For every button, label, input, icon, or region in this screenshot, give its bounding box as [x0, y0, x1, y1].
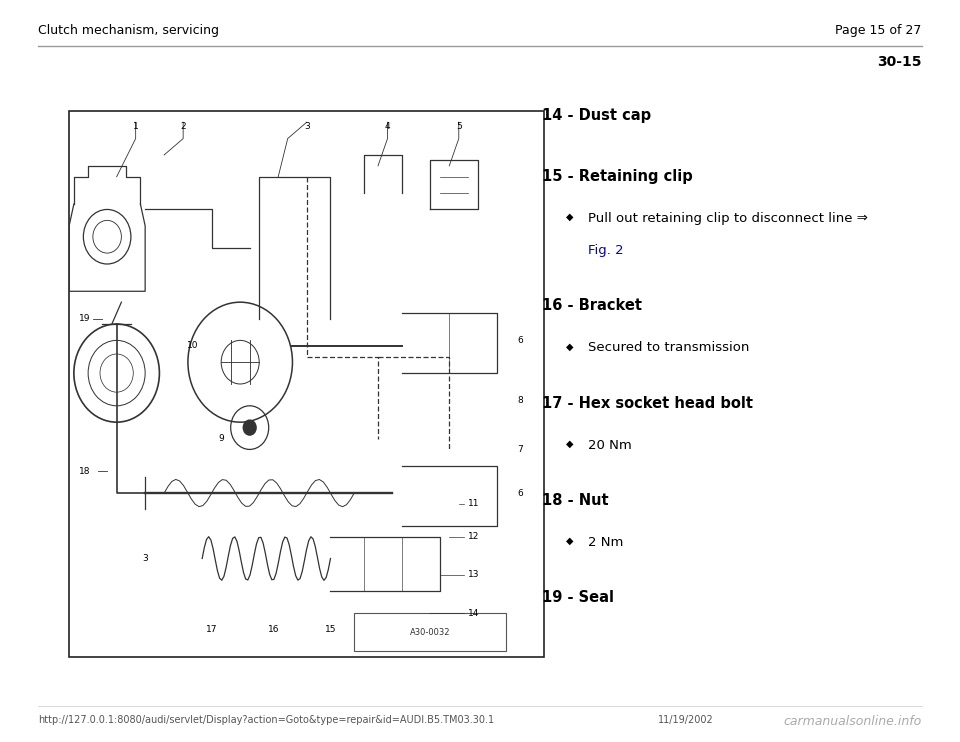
Text: 19 - Seal: 19 - Seal — [542, 590, 614, 605]
Text: 2 Nm: 2 Nm — [588, 536, 623, 549]
Text: 19: 19 — [79, 314, 90, 323]
Text: 14 - Dust cap: 14 - Dust cap — [542, 108, 652, 122]
Text: 3: 3 — [142, 554, 148, 563]
Text: Clutch mechanism, servicing: Clutch mechanism, servicing — [38, 24, 220, 37]
Text: Fig. 2: Fig. 2 — [588, 244, 623, 257]
Text: 18: 18 — [79, 467, 90, 476]
Text: http://127.0.0.1:8080/audi/servlet/Display?action=Goto&type=repair&id=AUDI.B5.TM: http://127.0.0.1:8080/audi/servlet/Displ… — [38, 715, 494, 725]
Text: ◆: ◆ — [566, 341, 574, 352]
Text: 6: 6 — [517, 488, 523, 498]
Text: ◆: ◆ — [566, 212, 574, 222]
Text: 7: 7 — [517, 445, 523, 454]
Text: carmanualsonline.info: carmanualsonline.info — [783, 715, 922, 729]
Text: ◆: ◆ — [566, 439, 574, 449]
Text: 3: 3 — [304, 122, 309, 131]
Text: 16 - Bracket: 16 - Bracket — [542, 298, 642, 313]
Text: 5: 5 — [456, 122, 462, 131]
Bar — [354, 613, 506, 651]
Text: 2: 2 — [180, 122, 186, 131]
Text: 15 - Retaining clip: 15 - Retaining clip — [542, 169, 693, 184]
Text: 4: 4 — [385, 122, 391, 131]
Text: A30-0032: A30-0032 — [410, 628, 450, 637]
Text: 14: 14 — [468, 608, 480, 617]
Text: 8: 8 — [517, 395, 523, 405]
Text: 15: 15 — [324, 625, 336, 634]
Text: 13: 13 — [468, 571, 480, 580]
Text: 9: 9 — [218, 434, 224, 443]
Text: 17 - Hex socket head bolt: 17 - Hex socket head bolt — [542, 395, 754, 410]
Text: 17: 17 — [206, 625, 217, 634]
Text: 1: 1 — [132, 122, 138, 131]
Text: Secured to transmission: Secured to transmission — [588, 341, 749, 355]
Text: 12: 12 — [468, 532, 480, 541]
Text: 20 Nm: 20 Nm — [588, 439, 632, 452]
Text: 18 - Nut: 18 - Nut — [542, 493, 609, 508]
Circle shape — [243, 419, 257, 436]
Text: Pull out retaining clip to disconnect line ⇒: Pull out retaining clip to disconnect li… — [588, 212, 868, 226]
Text: 11: 11 — [468, 499, 480, 508]
Text: 10: 10 — [187, 341, 199, 350]
Text: 11/19/2002: 11/19/2002 — [658, 715, 713, 725]
Text: ◆: ◆ — [566, 536, 574, 546]
Text: 16: 16 — [268, 625, 279, 634]
Bar — [69, 111, 544, 657]
Text: Page 15 of 27: Page 15 of 27 — [835, 24, 922, 37]
Text: 30-15: 30-15 — [877, 55, 922, 69]
Text: 6: 6 — [517, 336, 523, 345]
